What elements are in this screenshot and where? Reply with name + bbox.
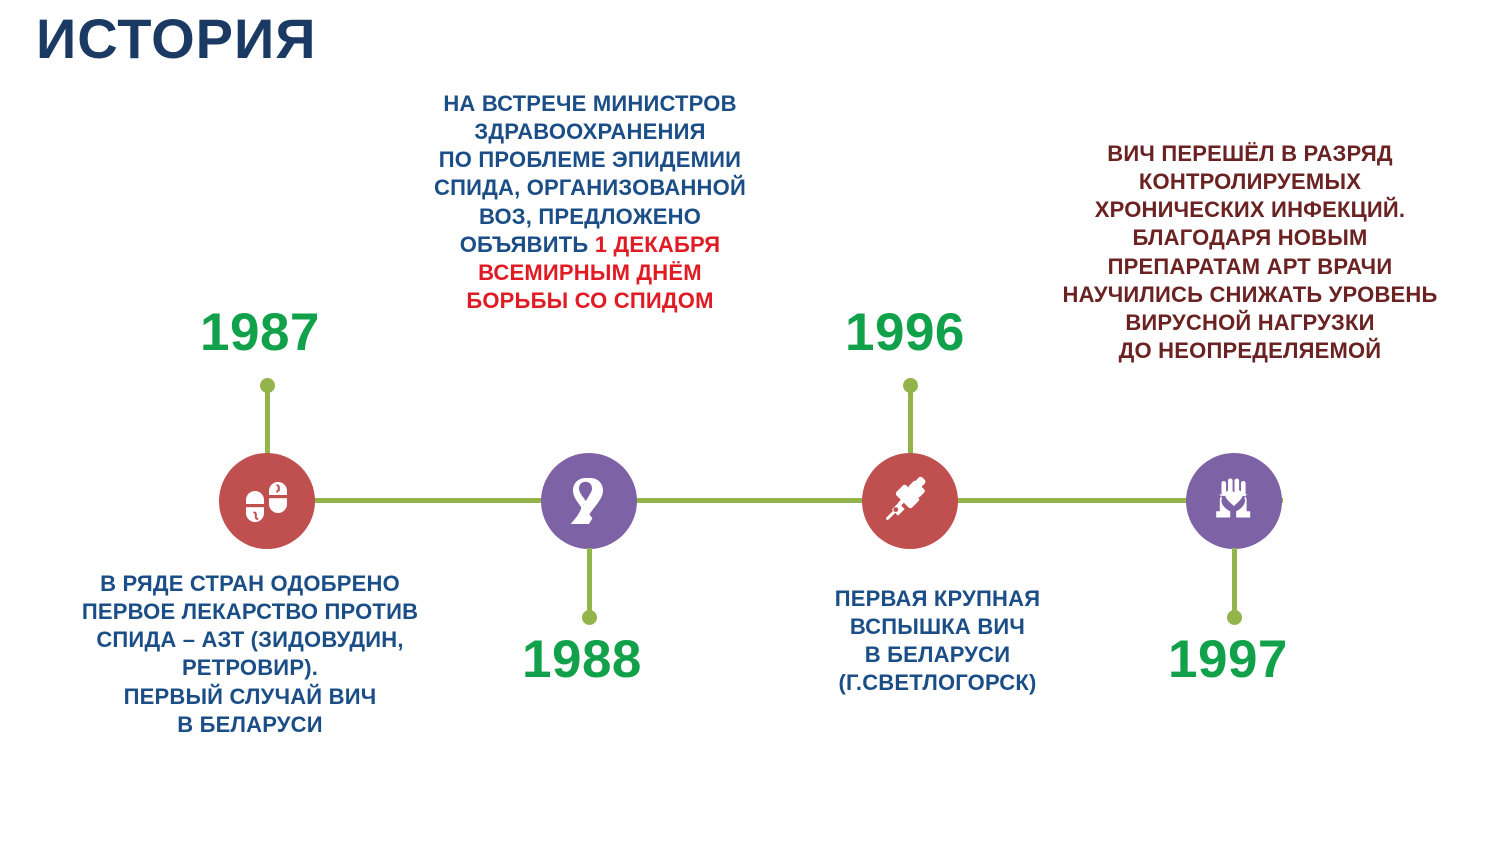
caption-line: ПРЕПАРАТАМ АРТ ВРАЧИ <box>1107 253 1393 279</box>
page-title: ИСТОРИЯ <box>36 7 317 70</box>
caption-line: В БЕЛАРУСИ <box>864 642 1011 668</box>
year-label-1997: 1997 <box>1168 630 1288 689</box>
caption-line: ДО НЕОПРЕДЕЛЯЕМОЙ <box>1118 338 1382 364</box>
caption-line: В РЯДЕ СТРАН ОДОБРЕНО <box>100 571 400 596</box>
caption-line: ЗДРАВООХРАНЕНИЯ <box>474 119 706 145</box>
year-label-1987: 1987 <box>200 303 320 362</box>
caption-line: НА ВСТРЕЧЕ МИНИСТРОВ <box>443 91 737 116</box>
caption-line: ПЕРВОЕ ЛЕКАРСТВО ПРОТИВ <box>81 599 419 625</box>
stem-dot-1997 <box>1227 610 1242 625</box>
timeline-spine <box>219 498 1283 503</box>
caption-line: РЕТРОВИР). <box>181 655 319 681</box>
caption-line: ПО ПРОБЛЕМЕ ЭПИДЕМИИ <box>438 147 742 173</box>
caption-1987: В РЯДЕ СТРАН ОДОБРЕНО ПЕРВОЕ ЛЕКАРСТВО П… <box>45 570 455 739</box>
caption-line: ВИЧ ПЕРЕШЁЛ В РАЗРЯД <box>1107 141 1393 166</box>
year-label-1996: 1996 <box>845 303 965 362</box>
timeline-node-1997[interactable] <box>1186 453 1282 549</box>
caption-line: ХРОНИЧЕСКИХ ИНФЕКЦИЙ. <box>1094 197 1406 223</box>
stem-dot-1988 <box>582 610 597 625</box>
timeline-node-1987[interactable] <box>219 453 315 549</box>
caption-line: СПИДА, ОРГАНИЗОВАННОЙ <box>434 175 746 201</box>
caption-line: В БЕЛАРУСИ <box>177 711 323 737</box>
year-label-1988: 1988 <box>522 630 642 689</box>
awareness-ribbon-icon <box>562 474 616 528</box>
caption-1997: ВИЧ ПЕРЕШЁЛ В РАЗРЯД КОНТРОЛИРУЕМЫХ ХРОН… <box>1035 140 1465 365</box>
caption-line-prefix: ОБЪЯВИТЬ <box>459 231 595 257</box>
caption-line: ВОЗ, ПРЕДЛОЖЕНО <box>478 203 702 229</box>
caption-1988: НА ВСТРЕЧЕ МИНИСТРОВ ЗДРАВООХРАНЕНИЯ ПО … <box>385 90 795 315</box>
timeline-node-1996[interactable] <box>862 453 958 549</box>
stem-1997 <box>1232 548 1237 620</box>
caption-line-accent: ВСЕМИРНЫМ ДНЁМ <box>478 259 702 285</box>
stem-1996 <box>908 385 913 455</box>
timeline-node-1988[interactable] <box>541 453 637 549</box>
stem-1988 <box>587 548 592 620</box>
caption-accent-date: 1 ДЕКАБРЯ <box>594 231 721 257</box>
caption-1996: ПЕРВАЯ КРУПНАЯ ВСПЫШКА ВИЧ В БЕЛАРУСИ (Г… <box>790 585 1085 698</box>
caption-line: КОНТРОЛИРУЕМЫХ <box>1138 169 1362 195</box>
caption-line-mixed: ОБЪЯВИТЬ 1 ДЕКАБРЯ <box>385 231 795 259</box>
caption-line: ВСПЫШКА ВИЧ <box>849 614 1026 640</box>
syringe-icon <box>882 473 938 529</box>
stem-1987 <box>265 385 270 455</box>
caption-line-accent: БОРЬБЫ СО СПИДОМ <box>466 288 714 314</box>
caption-line: ВИРУСНОЙ НАГРУЗКИ <box>1125 309 1375 335</box>
hands-heart-icon <box>1207 474 1261 528</box>
caption-line: БЛАГОДАРЯ НОВЫМ <box>1132 225 1368 251</box>
caption-line: НАУЧИЛИСЬ СНИЖАТЬ УРОВЕНЬ <box>1062 281 1438 307</box>
caption-line: (Г.СВЕТЛОГОРСК) <box>838 670 1037 696</box>
caption-line: СПИДА – АЗТ (ЗИДОВУДИН, <box>96 627 404 653</box>
caption-line: ПЕРВАЯ КРУПНАЯ <box>834 586 1041 611</box>
caption-line: ПЕРВЫЙ СЛУЧАЙ ВИЧ <box>123 683 377 709</box>
pills-icon <box>240 474 294 528</box>
